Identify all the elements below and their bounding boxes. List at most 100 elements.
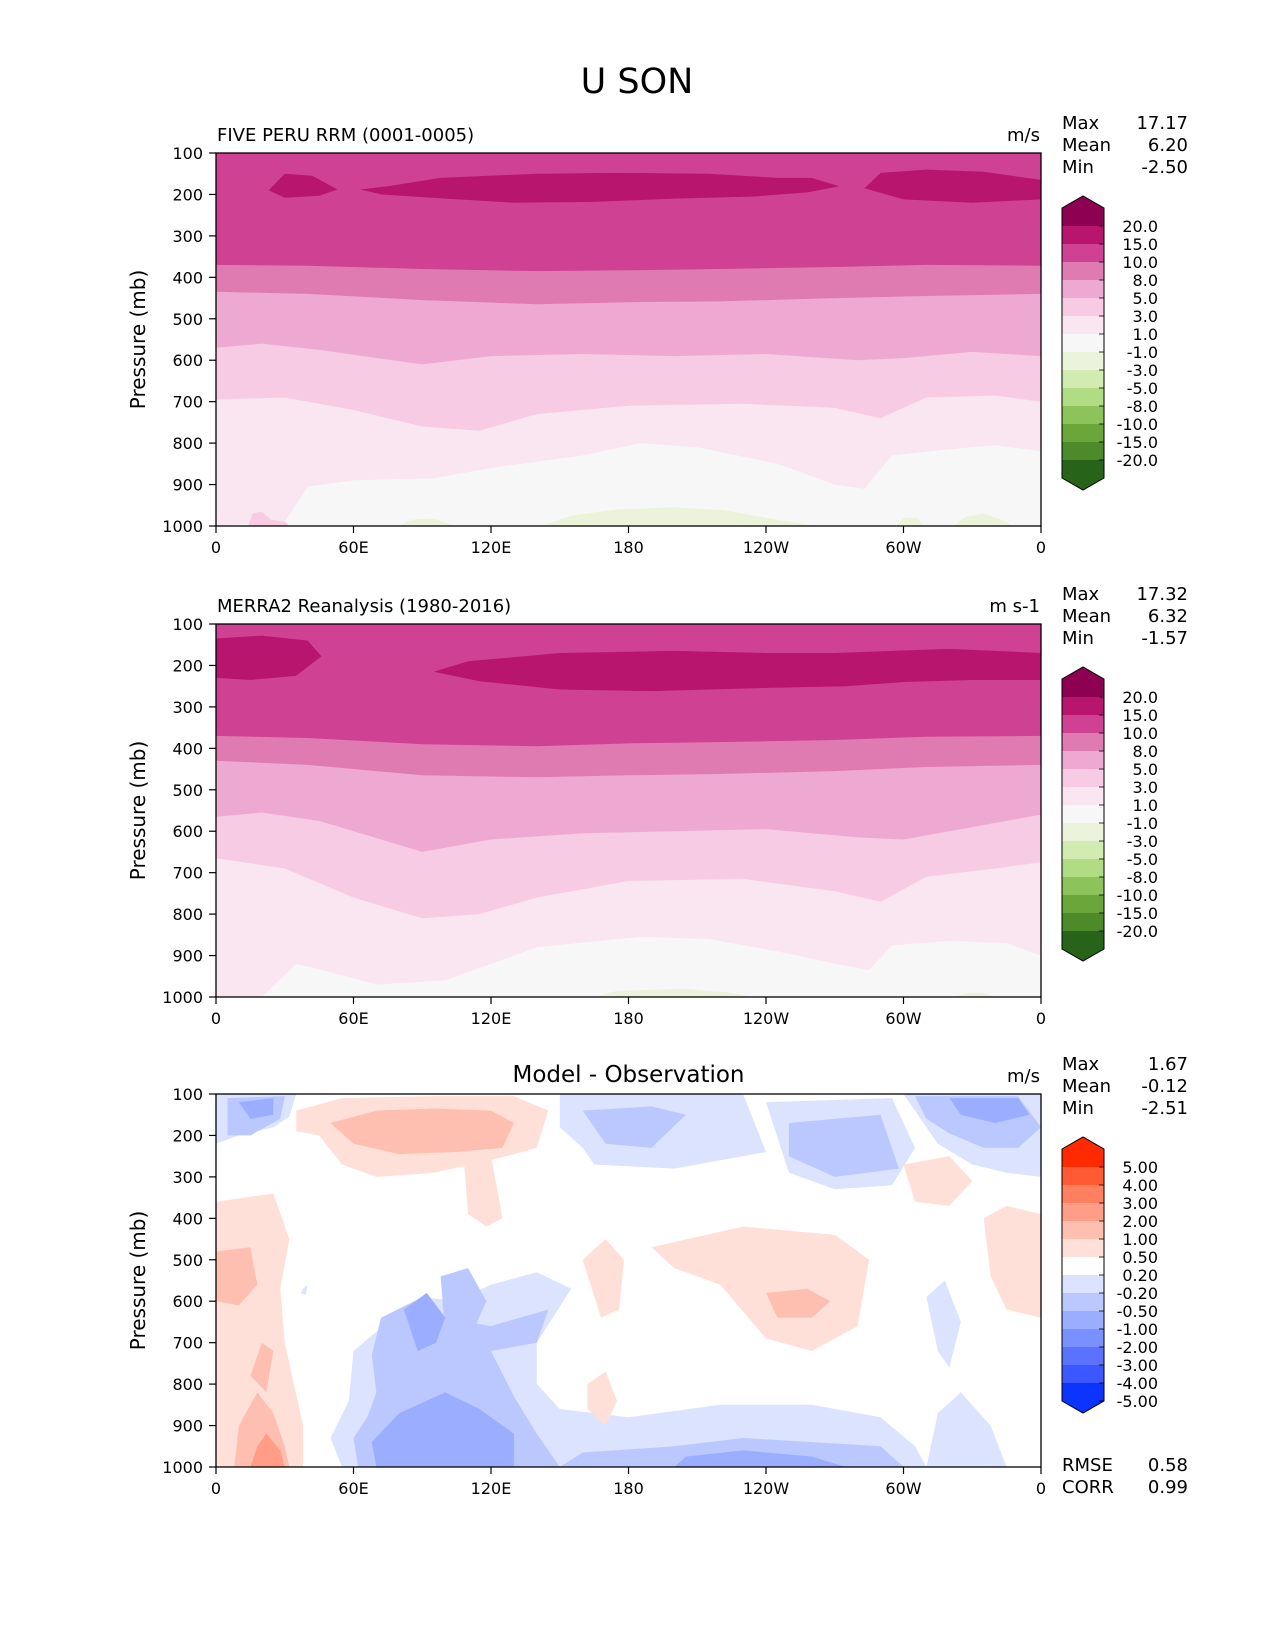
- stat-label: Min: [1062, 628, 1094, 649]
- colorbar-label: -10.0: [1117, 886, 1158, 905]
- y-tick-label: 400: [172, 739, 203, 758]
- colorbar-label: 20.0: [1122, 217, 1158, 236]
- colorbar-segment: [1062, 1347, 1104, 1366]
- y-tick-label: 500: [172, 1251, 203, 1270]
- colorbar-segment: [1062, 697, 1104, 716]
- colorbar-segment: [1062, 715, 1104, 734]
- x-tick-label: 60E: [338, 538, 368, 557]
- colorbar-segment: [1062, 1311, 1104, 1330]
- panel-2: 100 200 300 400 500 600 700 800 900 1000 0 60E 120E 1…: [126, 584, 1188, 1028]
- contour-region: [360, 172, 840, 203]
- y-tick-label: 300: [172, 227, 203, 246]
- contour-region: [766, 1288, 831, 1318]
- contour-region: [541, 507, 817, 526]
- stat-label: Min: [1062, 1098, 1094, 1119]
- y-axis-label: Pressure (mb): [126, 1211, 150, 1351]
- colorbar-label: -4.00: [1117, 1374, 1158, 1393]
- stat-value: 17.17: [1136, 113, 1188, 134]
- units-label: m/s: [1007, 125, 1040, 146]
- colorbar-segment: [1062, 316, 1104, 335]
- stat-value: -2.51: [1141, 1098, 1188, 1119]
- contour-region: [864, 169, 1041, 203]
- contour-region: [587, 1371, 617, 1426]
- y-tick-label: 900: [172, 947, 203, 966]
- contour-region: [330, 1108, 514, 1155]
- colorbar-segment: [1062, 859, 1104, 878]
- colorbar-segment: [1062, 1167, 1104, 1186]
- y-axis-label: Pressure (mb): [126, 741, 150, 881]
- colorbar-label: 10.0: [1122, 253, 1158, 272]
- colorbar-segment: [1062, 1185, 1104, 1204]
- units-label: m s-1: [989, 596, 1040, 617]
- contour-region: [983, 1205, 1041, 1318]
- colorbar-extend-top: [1062, 1137, 1104, 1167]
- colorbar-label: 4.00: [1122, 1176, 1158, 1195]
- colorbar-label: 8.0: [1133, 271, 1158, 290]
- colorbar-segment: [1062, 1221, 1104, 1240]
- colorbar-label: -5.0: [1127, 379, 1158, 398]
- colorbar-label: -1.0: [1127, 814, 1158, 833]
- colorbar-label: -3.0: [1127, 361, 1158, 380]
- contour-region: [403, 1292, 446, 1351]
- stat-label: Mean: [1062, 606, 1111, 627]
- colorbar-segment: [1062, 388, 1104, 407]
- y-tick-label: 900: [172, 476, 203, 495]
- contour-region: [953, 513, 1014, 526]
- contour-region: [788, 1114, 899, 1177]
- y-tick-label: 800: [172, 905, 203, 924]
- panel-1: 100 200 300 400 500 600 700 800 900 1000 0 60E 120E 1…: [126, 113, 1188, 557]
- y-tick-label: 700: [172, 393, 203, 412]
- colorbar-label: 5.00: [1122, 1158, 1158, 1177]
- contour-region: [949, 1098, 1030, 1123]
- panel-title: MERRA2 Reanalysis (1980-2016): [217, 596, 511, 617]
- colorbar-label: 3.00: [1122, 1194, 1158, 1213]
- contour-region: [674, 1450, 847, 1467]
- colorbar-segment: [1062, 1239, 1104, 1258]
- colorbar-segment: [1062, 334, 1104, 353]
- contour-region: [399, 518, 455, 526]
- contour-region: [440, 1268, 487, 1343]
- stat-label: Max: [1062, 584, 1100, 605]
- stat-value: -1.57: [1141, 628, 1188, 649]
- colorbar-label: 15.0: [1122, 706, 1158, 725]
- colorbar-label: 0.50: [1122, 1248, 1158, 1267]
- contour-region: [300, 1284, 308, 1295]
- colorbar-label: 3.0: [1133, 307, 1158, 326]
- stat-value: 17.32: [1136, 584, 1188, 605]
- x-tick-label: 120E: [471, 1479, 512, 1498]
- colorbar-segment: [1062, 1293, 1104, 1312]
- colorbar-label: 2.00: [1122, 1212, 1158, 1231]
- colorbar-segment: [1062, 913, 1104, 932]
- contour-region: [268, 173, 338, 198]
- contour-region: [238, 1098, 274, 1119]
- figure-title: U SON: [581, 62, 694, 102]
- colorbar-label: 0.20: [1122, 1266, 1158, 1285]
- colorbar-segment: [1062, 1203, 1104, 1222]
- colorbar-segment: [1062, 895, 1104, 914]
- colorbar-label: 5.0: [1133, 289, 1158, 308]
- colorbar-label: -10.0: [1117, 415, 1158, 434]
- contour-region: [903, 1156, 973, 1206]
- panel-3: 100 200 300 400 500 600 700 800 900 1000 0 60E 120E 1…: [126, 1054, 1188, 1498]
- y-tick-label: 1000: [162, 1458, 203, 1477]
- colorbar-segment: [1062, 805, 1104, 824]
- colorbar-segment: [1062, 841, 1104, 860]
- y-tick-label: 300: [172, 698, 203, 717]
- x-tick-label: 120E: [471, 1009, 512, 1028]
- y-tick-label: 200: [172, 1126, 203, 1145]
- x-tick-label: 0: [1036, 538, 1046, 557]
- plot-area: [216, 153, 1041, 526]
- y-tick-label: 200: [172, 185, 203, 204]
- colorbar-label: -5.00: [1117, 1392, 1158, 1411]
- colorbar-segment: [1062, 787, 1104, 806]
- y-tick-label: 1000: [162, 988, 203, 1007]
- stat-value: -2.50: [1141, 157, 1188, 178]
- contour-region: [250, 1342, 274, 1393]
- contour-region: [582, 1106, 686, 1148]
- y-tick-label: 1000: [162, 517, 203, 536]
- y-tick-label: 500: [172, 310, 203, 329]
- x-tick-label: 0: [211, 1479, 221, 1498]
- colorbar-extend-bottom: [1062, 931, 1104, 961]
- contour-region: [651, 1226, 870, 1351]
